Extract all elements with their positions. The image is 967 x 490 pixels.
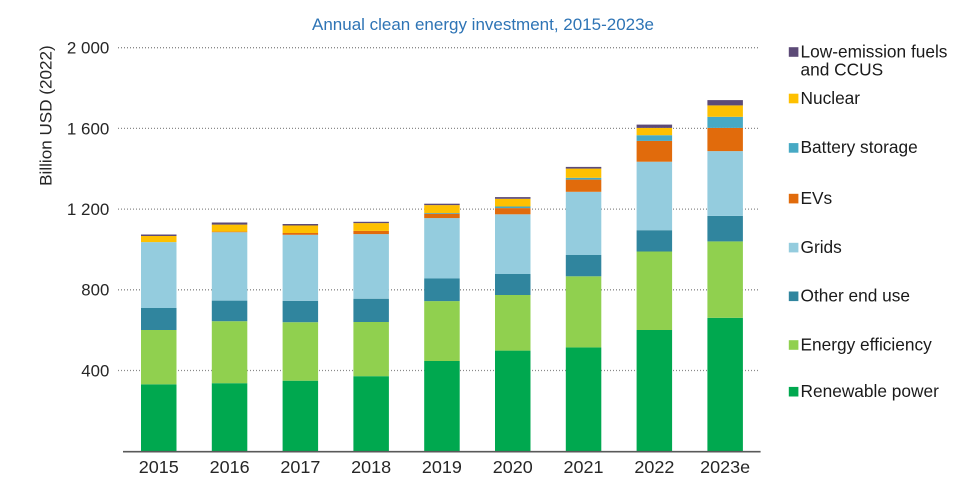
svg-text:Annual clean energy investment: Annual clean energy investment, 2015-202… bbox=[312, 15, 654, 34]
svg-text:2019: 2019 bbox=[422, 457, 462, 477]
svg-text:400: 400 bbox=[81, 362, 109, 380]
svg-text:2022: 2022 bbox=[634, 457, 674, 477]
svg-text:2017: 2017 bbox=[280, 457, 320, 477]
svg-text:Nuclear: Nuclear bbox=[801, 88, 861, 108]
svg-text:2016: 2016 bbox=[210, 457, 250, 477]
svg-text:Renewable power: Renewable power bbox=[801, 381, 940, 401]
svg-text:2021: 2021 bbox=[564, 457, 604, 477]
svg-text:Billion USD (2022): Billion USD (2022) bbox=[36, 45, 55, 186]
svg-text:2023e: 2023e bbox=[700, 457, 750, 477]
svg-text:2020: 2020 bbox=[493, 457, 533, 477]
svg-text:Other end use: Other end use bbox=[801, 286, 911, 306]
svg-text:2015: 2015 bbox=[139, 457, 179, 477]
svg-text:Low-emission fuels: Low-emission fuels bbox=[801, 41, 948, 61]
svg-text:Energy efficiency: Energy efficiency bbox=[801, 334, 933, 354]
svg-text:1 200: 1 200 bbox=[67, 201, 109, 219]
svg-text:2018: 2018 bbox=[351, 457, 391, 477]
svg-text:Battery storage: Battery storage bbox=[801, 137, 918, 157]
svg-text:Grids: Grids bbox=[801, 237, 843, 257]
svg-text:1 600: 1 600 bbox=[67, 120, 109, 138]
svg-text:and CCUS: and CCUS bbox=[801, 59, 884, 79]
svg-text:2 000: 2 000 bbox=[67, 40, 109, 58]
svg-text:EVs: EVs bbox=[801, 188, 833, 208]
svg-text:800: 800 bbox=[81, 282, 109, 300]
